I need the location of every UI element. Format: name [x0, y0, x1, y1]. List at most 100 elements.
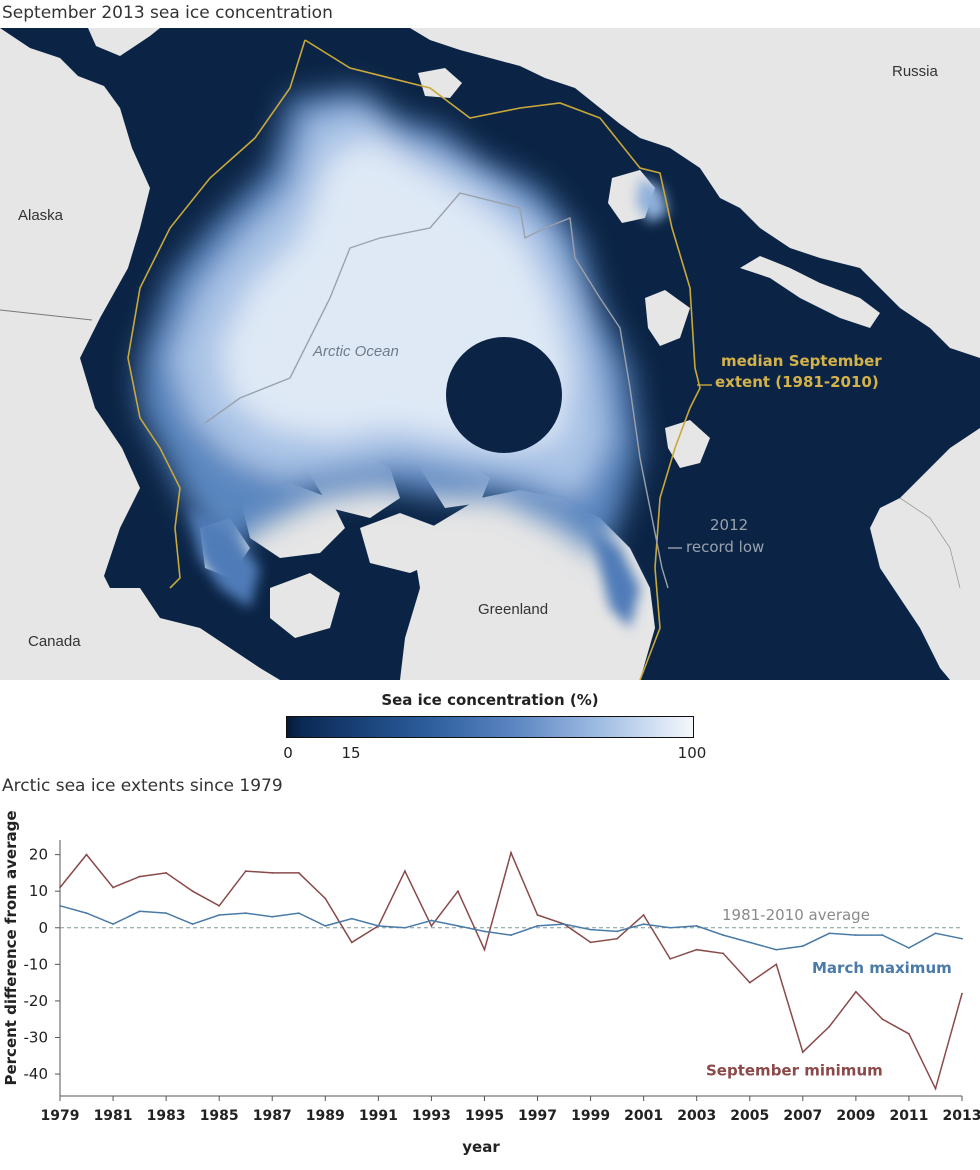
label-record-2: record low: [686, 538, 764, 556]
label-canada: Canada: [28, 633, 81, 650]
label-alaska: Alaska: [18, 207, 64, 224]
point-september-1995: [483, 948, 486, 951]
point-september-2007: [801, 1051, 804, 1054]
point-march-1993: [430, 919, 433, 922]
land-franz-josef: [645, 290, 690, 346]
land-archipelago-6: [270, 573, 340, 638]
label-median-1: median September: [721, 352, 882, 370]
point-march-2007: [801, 945, 804, 947]
scandinavia-border: [899, 497, 961, 589]
point-september-1983: [165, 872, 168, 874]
x-tick-label: 2003: [677, 1108, 716, 1124]
label-median-2: extent (1981-2010): [715, 373, 879, 391]
point-september-1981: [112, 886, 114, 889]
x-axis-label: year: [462, 1138, 500, 1156]
channel-ice: [190, 178, 668, 628]
x-tick-label: 2013: [943, 1108, 980, 1124]
y-axis-label: Percent difference from average: [2, 810, 20, 1085]
legend-title: Sea ice concentration (%): [381, 691, 599, 709]
x-tick-label: 1993: [412, 1108, 451, 1124]
x-tick-label: 2011: [889, 1108, 928, 1124]
x-tick-label: 1981: [94, 1108, 133, 1124]
point-march-1982: [138, 910, 141, 913]
point-september-1993: [430, 925, 433, 927]
point-september-1989: [324, 897, 327, 900]
point-september-2005: [748, 981, 751, 984]
colorbar-tick-0: 0: [283, 744, 293, 762]
label-march-maximum: March maximum: [812, 959, 952, 977]
land-new-siberian: [418, 68, 462, 98]
point-march-2005: [748, 941, 751, 944]
point-march-1990: [350, 917, 353, 920]
point-september-1994: [457, 890, 459, 893]
point-march-2004: [722, 934, 725, 936]
reference-line-label: 1981-2010 average: [722, 906, 870, 924]
label-record-1: 2012: [710, 516, 748, 534]
y-tick-label: 0: [38, 919, 48, 937]
point-september-1992: [403, 870, 406, 872]
point-september-1985: [218, 904, 221, 907]
point-march-1986: [244, 912, 247, 915]
colorbar: [286, 716, 694, 738]
point-march-1979: [59, 904, 61, 907]
point-september-1988: [297, 872, 300, 874]
pole-hole: [446, 337, 562, 453]
x-tick-label: 2007: [783, 1108, 822, 1124]
map-title: September 2013 sea ice concentration: [2, 3, 333, 23]
point-september-1979: [59, 886, 61, 889]
label-greenland: Greenland: [478, 601, 548, 618]
x-tick-label: 1989: [306, 1108, 345, 1124]
point-march-1998: [563, 923, 565, 926]
extent-line-chart: 20 10 0 -10 -20 -30 -40 1979 1981 1983 1985 1987 198…: [2, 810, 980, 1156]
point-march-1985: [218, 914, 221, 916]
point-september-1980: [85, 853, 88, 856]
x-tick-label: 1999: [571, 1108, 610, 1124]
y-tick-label: -30: [24, 1028, 49, 1046]
point-march-1994: [457, 925, 459, 927]
point-march-1980: [85, 912, 88, 915]
point-september-1990: [350, 941, 353, 944]
point-march-1999: [589, 928, 592, 931]
y-tick-label: -10: [24, 955, 49, 973]
land-russia: [410, 28, 980, 358]
point-march-1992: [403, 926, 406, 929]
x-tick-label: 1991: [359, 1108, 398, 1124]
y-tick-label: 20: [29, 846, 48, 864]
point-march-2013: [961, 937, 963, 940]
point-september-2000: [616, 937, 619, 940]
point-september-1999: [589, 941, 592, 944]
record-low-line: [204, 192, 669, 589]
point-march-1989: [324, 925, 327, 927]
label-russia: Russia: [892, 63, 939, 80]
point-march-1983: [165, 912, 168, 915]
point-september-2003: [695, 948, 698, 951]
point-march-2002: [669, 926, 672, 929]
point-march-2006: [775, 948, 778, 951]
point-march-2009: [854, 934, 857, 936]
point-march-2011: [908, 946, 910, 949]
chart-title: Arctic sea ice extents since 1979: [2, 776, 283, 796]
point-march-2003: [695, 925, 698, 927]
land-canada: [0, 488, 280, 680]
point-march-1997: [536, 925, 539, 927]
land-masses: [0, 28, 980, 680]
point-september-2004: [722, 952, 725, 955]
point-september-1984: [191, 890, 194, 893]
alaska-border: [0, 309, 93, 321]
point-september-2001: [642, 914, 645, 916]
x-tick-label: 1985: [200, 1108, 239, 1124]
point-march-1981: [112, 923, 114, 926]
point-march-2010: [881, 934, 884, 936]
y-tick-label: -20: [24, 992, 49, 1010]
x-tick-label: 2009: [836, 1108, 875, 1124]
y-tick-label: -40: [24, 1065, 49, 1083]
point-september-1982: [138, 875, 141, 878]
point-september-2011: [908, 1032, 910, 1035]
x-tick-label: 1995: [465, 1108, 504, 1124]
land-scandinavia: [870, 428, 980, 680]
point-march-1995: [483, 930, 486, 933]
point-march-2000: [616, 930, 619, 933]
point-september-2006: [775, 963, 778, 966]
sea-ice-map: Russia Alaska Canada Greenland Arctic Oc…: [0, 28, 980, 680]
colorbar-tick-15: 15: [341, 744, 361, 762]
